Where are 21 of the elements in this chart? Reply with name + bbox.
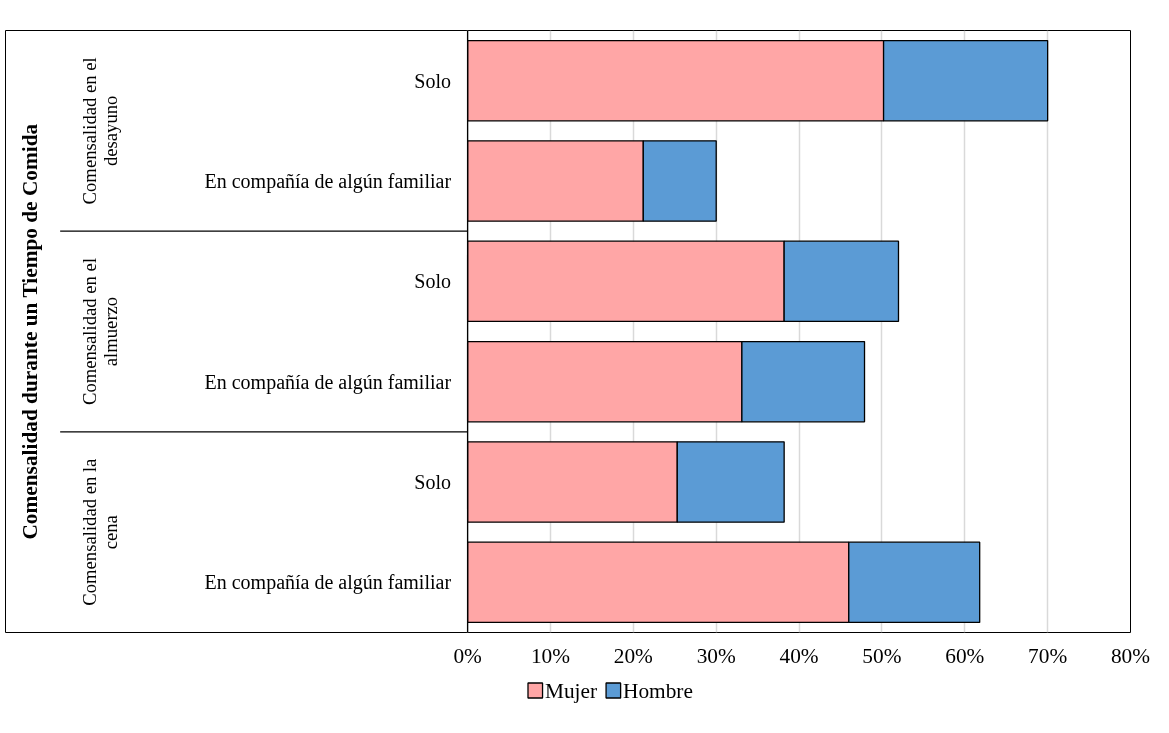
y-tick-label: Solo <box>414 69 452 92</box>
text: Comensalidad en el almuerzo <box>78 257 121 406</box>
x-tick-label: 60% <box>945 643 985 668</box>
x-tick-label: 0% <box>453 643 483 668</box>
x-tick-label: 80% <box>1110 643 1151 668</box>
text: Comensalidad en la cena <box>78 457 121 606</box>
x-tick-label: 40% <box>779 643 819 668</box>
x-tick-label: 30% <box>696 643 736 668</box>
y-tick-label: En compañía de algún familiar <box>204 170 452 193</box>
x-tick-label: 50% <box>862 643 902 668</box>
x-tick-label: 70% <box>1028 643 1068 668</box>
legend-label: Hombre <box>623 678 693 703</box>
x-tick-label: 10% <box>530 643 571 668</box>
y-tick-label: En compañía de algún familiar <box>204 370 452 394</box>
x-tick-label: 20% <box>613 643 654 668</box>
legend-label: Mujer <box>544 678 598 703</box>
text: Comensalidad en el desayuno <box>78 57 121 205</box>
y-tick-label: En compañía de algún familiar <box>204 571 452 595</box>
y-tick-label: Solo <box>414 471 452 493</box>
text: Comensalidad durante un Tiempo de Comida <box>18 123 43 540</box>
y-tick-label: Solo <box>414 270 452 293</box>
